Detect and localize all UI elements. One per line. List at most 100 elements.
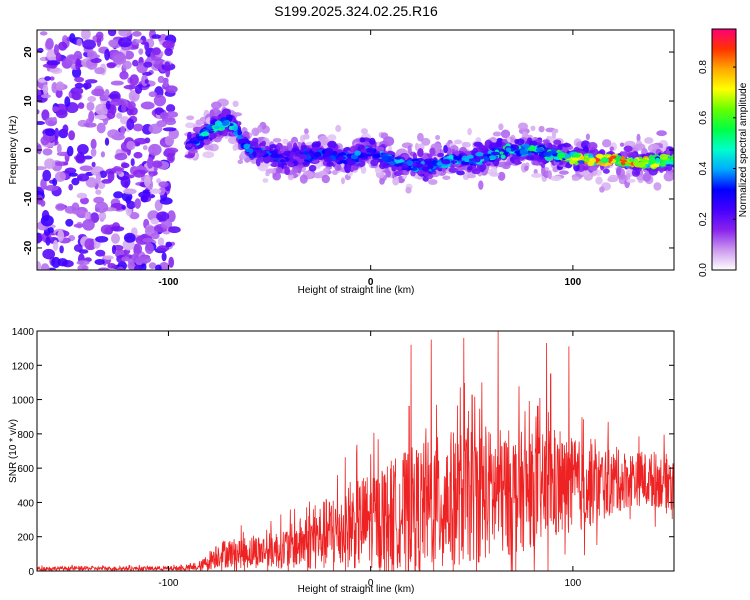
spectrogram-cell — [148, 91, 157, 98]
spectrogram-cell — [540, 163, 546, 168]
spectrogram-cell — [54, 171, 66, 182]
spectrogram-cell — [45, 236, 51, 246]
spectrogram-cell — [77, 264, 89, 270]
spectrogram-x-tick-label: 100 — [565, 277, 582, 288]
spectrogram-cell — [151, 47, 161, 56]
spectrogram-cell — [331, 169, 339, 175]
spectrogram-cell — [453, 155, 462, 161]
spectrogram-cell — [37, 144, 42, 155]
spectrogram-cell — [75, 58, 82, 71]
spectrogram-cell — [129, 74, 139, 86]
spectrogram-y-tick-label: -10 — [23, 191, 34, 206]
spectrogram-cell — [541, 166, 546, 177]
spectrogram-cell — [626, 178, 636, 183]
spectrogram-cell — [213, 125, 220, 130]
spectrogram-cell — [85, 79, 98, 84]
spectrogram-cell — [100, 224, 114, 235]
spectrogram-cell — [62, 35, 69, 44]
spectrogram-cell — [406, 160, 414, 166]
spectrogram-cell — [475, 151, 484, 157]
spectrogram-cell — [634, 170, 640, 176]
spectrogram-cell — [197, 135, 205, 141]
spectrogram-cell — [65, 54, 79, 65]
spectrogram-cell — [121, 205, 126, 210]
spectrogram-cell — [372, 153, 381, 159]
spectrogram-cell — [143, 61, 153, 68]
spectrogram-cell — [653, 182, 662, 191]
spectrogram-cell — [132, 123, 144, 132]
snr-panel: -100 0 100 0 200 400 600 800 1000 1200 1400 Heigh… — [8, 327, 675, 595]
spectrogram-cell — [218, 130, 223, 136]
spectrogram-cell — [488, 155, 497, 160]
spectrogram-cell — [374, 166, 382, 174]
spectrogram-x-ticks: -100 0 100 — [158, 30, 582, 288]
spectrogram-cell — [519, 149, 529, 156]
spectrogram-cell — [629, 158, 635, 162]
spectrogram-cell — [547, 169, 552, 180]
spectrogram-cell — [74, 82, 84, 89]
spectrogram-cell — [587, 141, 598, 151]
spectrogram-cell — [105, 100, 111, 110]
spectrogram-cell — [569, 160, 574, 165]
spectrogram-cell — [598, 162, 606, 166]
spectrogram-cell — [137, 255, 152, 264]
snr-y-tick-label: 600 — [17, 464, 34, 475]
spectrogram-cell — [385, 169, 391, 178]
spectrogram-cell — [379, 178, 385, 185]
spectrogram-cell — [321, 174, 330, 184]
spectrogram-cell — [124, 50, 134, 60]
spectrogram-cell — [523, 134, 534, 139]
spectrogram-cell — [134, 264, 142, 270]
spectrogram-cell — [595, 176, 603, 185]
spectrogram-cell — [107, 262, 117, 269]
spectrogram-cell — [133, 169, 146, 178]
spectrogram-cell — [311, 141, 321, 149]
spectrogram-cell — [270, 162, 279, 168]
spectrogram-y-ticks: -20 -10 0 10 20 — [23, 46, 674, 255]
spectrogram-cell — [132, 31, 142, 37]
spectrogram-cell — [619, 142, 625, 147]
spectrogram-cell — [135, 39, 143, 44]
spectrogram-cell — [666, 164, 673, 171]
spectrogram-cell — [151, 34, 161, 39]
snr-x-ticks: -100 0 100 — [158, 331, 582, 589]
spectrogram-cell — [39, 31, 48, 36]
spectrogram-cell — [56, 143, 62, 154]
spectrogram-cell — [659, 162, 667, 167]
spectrogram-cell — [53, 44, 59, 56]
spectrogram-cell — [405, 186, 412, 194]
spectrogram-cell — [187, 131, 192, 140]
spectrogram-cell — [64, 167, 77, 174]
spectrogram-cell — [467, 154, 474, 159]
spectrogram-cell — [401, 163, 409, 169]
spectrogram-cell — [164, 61, 171, 72]
spectrogram-cell — [417, 132, 424, 142]
spectrogram-cell — [526, 155, 535, 161]
spectrogram-cell — [42, 84, 49, 95]
spectrogram-cell — [442, 175, 451, 180]
spectrogram-cell — [106, 62, 116, 69]
spectrogram-cell — [140, 101, 155, 110]
spectrogram-cell — [52, 116, 57, 122]
spectrogram-cell — [37, 232, 43, 244]
spectrogram-cell — [55, 203, 66, 211]
spectrogram-cell — [104, 137, 110, 146]
spectrogram-cell — [421, 165, 430, 172]
spectrogram-cell — [272, 137, 282, 143]
spectrogram-cell — [608, 174, 619, 183]
snr-y-tick-label: 800 — [17, 430, 34, 441]
figure-title: S199.2025.324.02.25.R16 — [274, 3, 438, 19]
spectrogram-cell — [82, 82, 92, 90]
spectrogram-cell — [143, 175, 151, 188]
spectrogram-cell — [340, 177, 346, 185]
spectrogram-cell — [88, 110, 95, 123]
spectrogram-cell — [148, 143, 162, 156]
spectrogram-cell — [428, 179, 438, 185]
spectrogram-cell — [337, 155, 346, 161]
spectrogram-cell — [82, 39, 96, 50]
spectrogram-cell — [636, 161, 646, 168]
spectrogram-cell — [164, 135, 175, 146]
spectrogram-cell — [323, 156, 333, 162]
spectrogram-cell — [113, 191, 124, 199]
spectrogram-cell — [57, 229, 65, 242]
